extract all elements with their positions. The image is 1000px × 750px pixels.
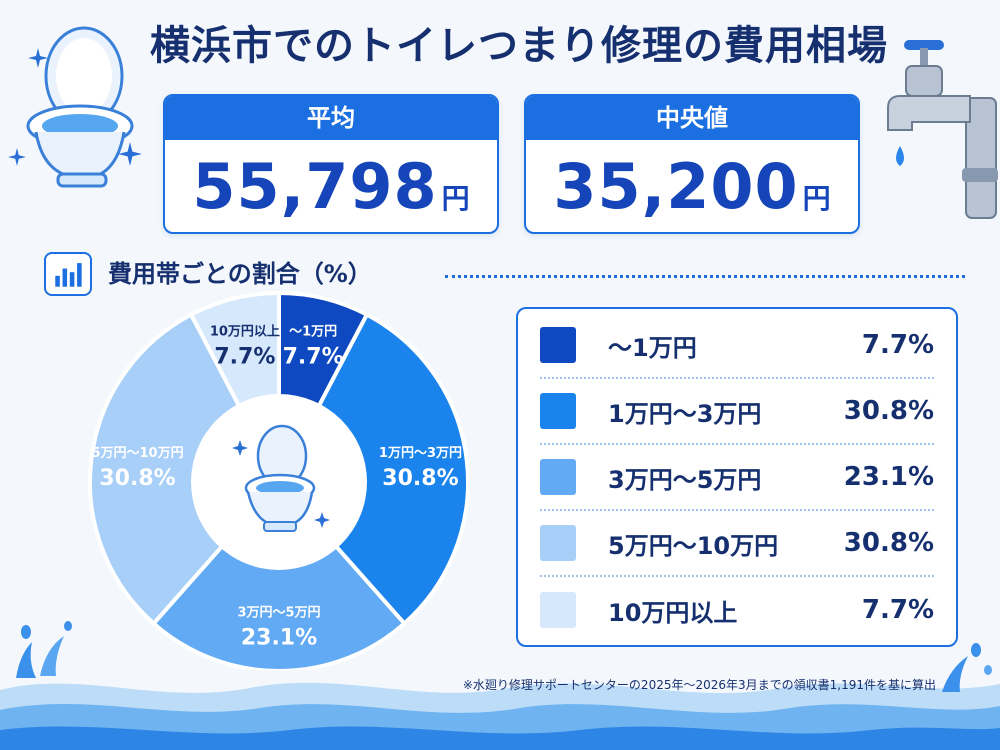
legend-swatch (540, 592, 576, 628)
chart-legend: ～1万円 7.7% 1万円～3万円 30.8% 3万円～5万円 23.1% 5万円～10万円… (516, 307, 958, 647)
average-number: 55,798 (192, 150, 438, 223)
sparkle-icon (28, 48, 48, 68)
median-value: 35,200 円 (526, 140, 858, 232)
pie-slice (88, 311, 282, 627)
slice-value-label: 23.1% (241, 626, 317, 651)
pie-chart: ～1万円 7.7% 1万円～3万円 30.8% 3万円～5万円 23.1% 5万円～10万円… (88, 290, 470, 670)
average-unit: 円 (441, 182, 470, 215)
average-value: 55,798 円 (165, 140, 497, 232)
section-title: 費用帯ごとの割合（%） (108, 260, 372, 288)
legend-item: 10万円以上 7.7% (540, 577, 934, 643)
legend-value: 23.1% (843, 462, 934, 492)
median-label: 中央値 (526, 96, 858, 140)
legend-value: 30.8% (843, 396, 934, 426)
legend-label: 10万円以上 (608, 598, 738, 627)
legend-swatch (540, 459, 576, 495)
legend-item: ～1万円 7.7% (540, 313, 934, 379)
slice-value-label: 7.7% (283, 345, 344, 370)
legend-label: ～1万円 (608, 333, 697, 362)
slice-category-label: 5万円～10万円 (91, 446, 183, 461)
faucet-icon (887, 40, 998, 219)
legend-label: 1万円～3万円 (608, 399, 762, 428)
water-splash-icon (942, 643, 992, 692)
slice-value-label: 30.8% (99, 466, 175, 491)
median-unit: 円 (802, 182, 831, 215)
slice-value-label: 7.7% (214, 345, 275, 370)
slice-category-label: 1万円～3万円 (379, 446, 462, 461)
slice-category-label: 10万円以上 (210, 325, 280, 340)
average-card: 平均 55,798 円 (163, 94, 499, 234)
slice-category-label: 3万円～5万円 (237, 606, 320, 621)
water-splash-icon (16, 621, 72, 678)
legend-item: 3万円～5万円 23.1% (540, 445, 934, 511)
legend-item: 5万円～10万円 30.8% (540, 511, 934, 577)
toilet-icon (191, 394, 367, 570)
water-wave-icon (0, 682, 1000, 750)
legend-label: 5万円～10万円 (608, 531, 779, 560)
slice-value-label: 30.8% (382, 466, 458, 491)
legend-swatch (540, 525, 576, 561)
toilet-icon (26, 26, 134, 188)
legend-swatch (540, 327, 576, 363)
legend-swatch (540, 393, 576, 429)
footnote: ※水廻り修理サポートセンターの2025年～2026年3月までの領収書1,191件… (462, 678, 936, 692)
pie-slice (150, 478, 408, 670)
sparkle-icon (8, 148, 26, 166)
median-number: 35,200 (553, 150, 799, 223)
average-label: 平均 (165, 96, 497, 140)
median-card: 中央値 35,200 円 (524, 94, 860, 234)
pie-slice (276, 311, 470, 627)
legend-value: 30.8% (843, 528, 934, 558)
legend-value: 7.7% (861, 595, 934, 625)
legend-value: 7.7% (861, 330, 934, 360)
bar-chart-icon (44, 252, 92, 296)
legend-item: 1万円～3万円 30.8% (540, 379, 934, 445)
slice-category-label: ～1万円 (289, 325, 337, 340)
section-divider (445, 275, 965, 278)
sparkle-icon (118, 142, 142, 166)
legend-label: 3万円～5万円 (608, 465, 762, 494)
page-title: 横浜市でのトイレつまり修理の費用相場 (150, 23, 888, 69)
